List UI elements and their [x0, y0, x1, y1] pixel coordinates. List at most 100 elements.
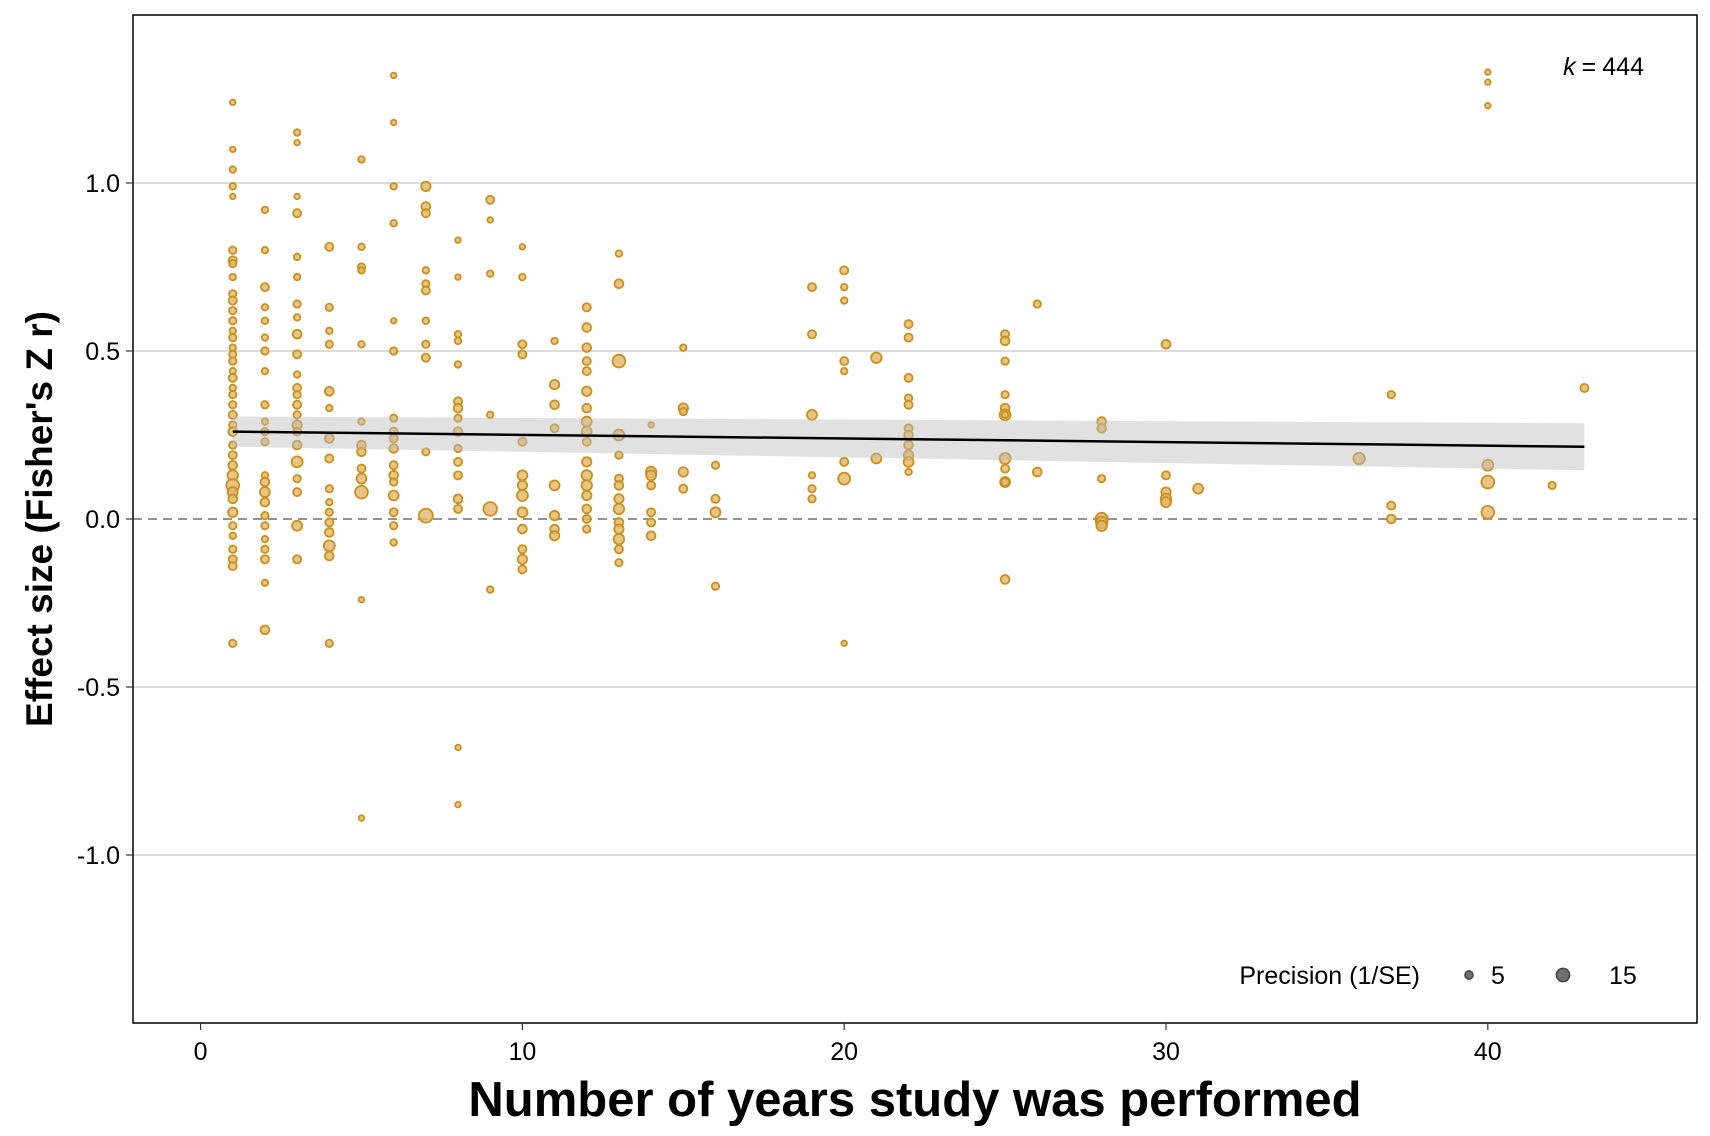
data-point — [581, 514, 592, 524]
data-point — [517, 436, 528, 447]
data-point — [389, 71, 398, 80]
data-point — [613, 480, 625, 491]
data-point — [903, 332, 914, 343]
data-point — [228, 259, 238, 269]
data-point — [227, 459, 239, 471]
data-point — [645, 530, 657, 542]
x-tick-label: 0 — [194, 1038, 208, 1066]
data-point — [291, 439, 303, 451]
data-point — [839, 356, 850, 367]
data-point — [389, 413, 399, 423]
data-point — [646, 517, 657, 528]
data-point — [388, 507, 399, 518]
data-point — [548, 510, 561, 522]
data-point — [324, 507, 334, 517]
data-point — [227, 372, 238, 383]
data-point — [1000, 463, 1011, 474]
data-point — [611, 353, 627, 369]
data-point — [260, 544, 270, 554]
data-point — [357, 814, 366, 822]
data-point — [291, 519, 304, 532]
data-point — [228, 400, 238, 410]
data-point — [1484, 102, 1492, 110]
data-point — [389, 219, 398, 228]
k-value: 444 — [1602, 53, 1644, 81]
data-point — [228, 306, 238, 316]
data-point — [677, 466, 689, 478]
data-point — [517, 544, 528, 555]
data-point — [807, 471, 817, 480]
data-point — [453, 413, 463, 423]
data-point — [837, 471, 852, 486]
data-point — [324, 550, 335, 562]
data-point — [710, 493, 721, 504]
data-point — [1547, 480, 1557, 490]
data-point — [324, 339, 334, 349]
y-tick-label: -0.5 — [77, 674, 120, 702]
data-point — [260, 303, 270, 312]
data-point — [227, 493, 239, 505]
data-point — [549, 423, 560, 434]
data-point — [840, 366, 849, 376]
data-point — [355, 472, 368, 485]
data-point — [228, 531, 237, 540]
data-point — [1480, 474, 1496, 490]
data-point — [581, 489, 593, 502]
data-point — [454, 273, 462, 281]
x-tick-label: 20 — [830, 1038, 858, 1066]
data-point — [1160, 338, 1172, 350]
data-point — [710, 460, 721, 470]
data-point — [581, 322, 593, 333]
data-point — [356, 463, 367, 474]
data-point — [324, 302, 334, 312]
data-point — [291, 328, 303, 340]
data-point — [840, 282, 849, 292]
data-point — [486, 216, 494, 224]
data-point — [228, 440, 238, 450]
data-point — [840, 296, 849, 305]
data-point — [260, 366, 270, 376]
data-point — [420, 180, 432, 192]
data-point — [260, 578, 270, 588]
data-point — [324, 453, 335, 464]
data-point — [260, 511, 270, 521]
data-point — [807, 494, 817, 504]
data-point — [517, 523, 528, 535]
data-point — [325, 326, 334, 336]
data-point — [612, 502, 626, 516]
data-point — [292, 208, 303, 219]
data-point — [453, 503, 463, 514]
data-point — [581, 342, 593, 353]
data-point — [614, 249, 624, 258]
x-tick-label: 30 — [1152, 1038, 1180, 1066]
data-point — [324, 484, 334, 494]
data-point — [260, 417, 270, 426]
data-point — [580, 469, 593, 482]
data-point — [1160, 496, 1172, 509]
data-point — [354, 484, 369, 500]
data-point — [548, 530, 561, 542]
data-point — [999, 335, 1011, 347]
data-point — [324, 386, 335, 397]
data-point — [581, 456, 593, 468]
data-point — [903, 439, 914, 451]
data-point — [678, 483, 689, 494]
data-point — [454, 743, 462, 752]
data-point — [1386, 390, 1396, 400]
data-point — [516, 469, 529, 482]
data-point — [581, 385, 593, 397]
data-point — [260, 333, 270, 342]
data-point — [260, 205, 270, 215]
data-point — [293, 192, 301, 201]
data-point — [1000, 390, 1010, 400]
data-point — [1484, 78, 1492, 86]
data-point — [292, 554, 303, 565]
data-point — [228, 521, 238, 531]
data-point — [581, 503, 593, 515]
data-point — [613, 544, 624, 555]
data-point — [420, 285, 431, 296]
data-point — [388, 460, 399, 471]
data-point — [614, 558, 624, 568]
data-point — [421, 266, 431, 275]
data-point — [486, 410, 495, 420]
